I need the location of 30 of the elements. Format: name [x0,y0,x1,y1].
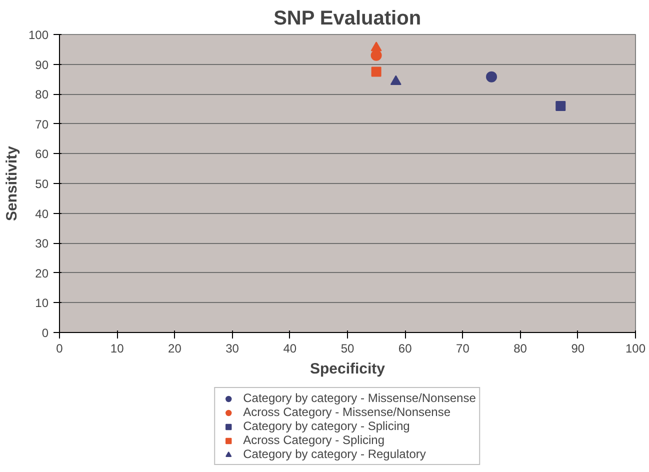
x-tick-label: 10 [110,342,124,356]
legend-label: Category by category - Regulatory [243,447,426,461]
x-tick-label: 40 [283,342,297,356]
y-tick-label: 20 [35,266,49,280]
x-tick-label: 70 [456,342,470,356]
x-tick-label: 0 [56,342,64,356]
y-axis-title: Sensitivity [3,145,20,222]
y-tick-label: 10 [35,296,49,310]
x-tick-label: 80 [514,342,528,356]
y-tick-label: 80 [35,88,49,102]
y-tick-label: 90 [35,58,49,72]
y-tick-label: 100 [28,28,49,42]
y-tick-label: 70 [35,117,49,132]
x-tick-label: 90 [571,342,585,356]
x-tick-label: 30 [226,342,240,356]
x-axis-title: Specificity [310,360,386,378]
y-tick-label: 0 [42,326,49,340]
x-tick-label: 20 [168,342,182,356]
legend-label: Category by category - Splicing [243,419,410,433]
y-tick-label: 30 [35,236,49,251]
y-tick-label: 60 [35,147,49,162]
y-tick-label: 50 [35,177,49,191]
chart-title: SNP Evaluation [274,8,422,30]
legend-label: Across Category - Splicing [243,433,384,447]
x-tick-label: 100 [625,342,646,356]
y-tick-label: 40 [35,206,49,221]
legend-label: Across Category - Missense/Nonsense [243,405,451,419]
x-tick-label: 60 [398,342,412,356]
legend-label: Category by category - Missense/Nonsense [243,391,476,405]
x-tick-label: 50 [340,342,354,356]
